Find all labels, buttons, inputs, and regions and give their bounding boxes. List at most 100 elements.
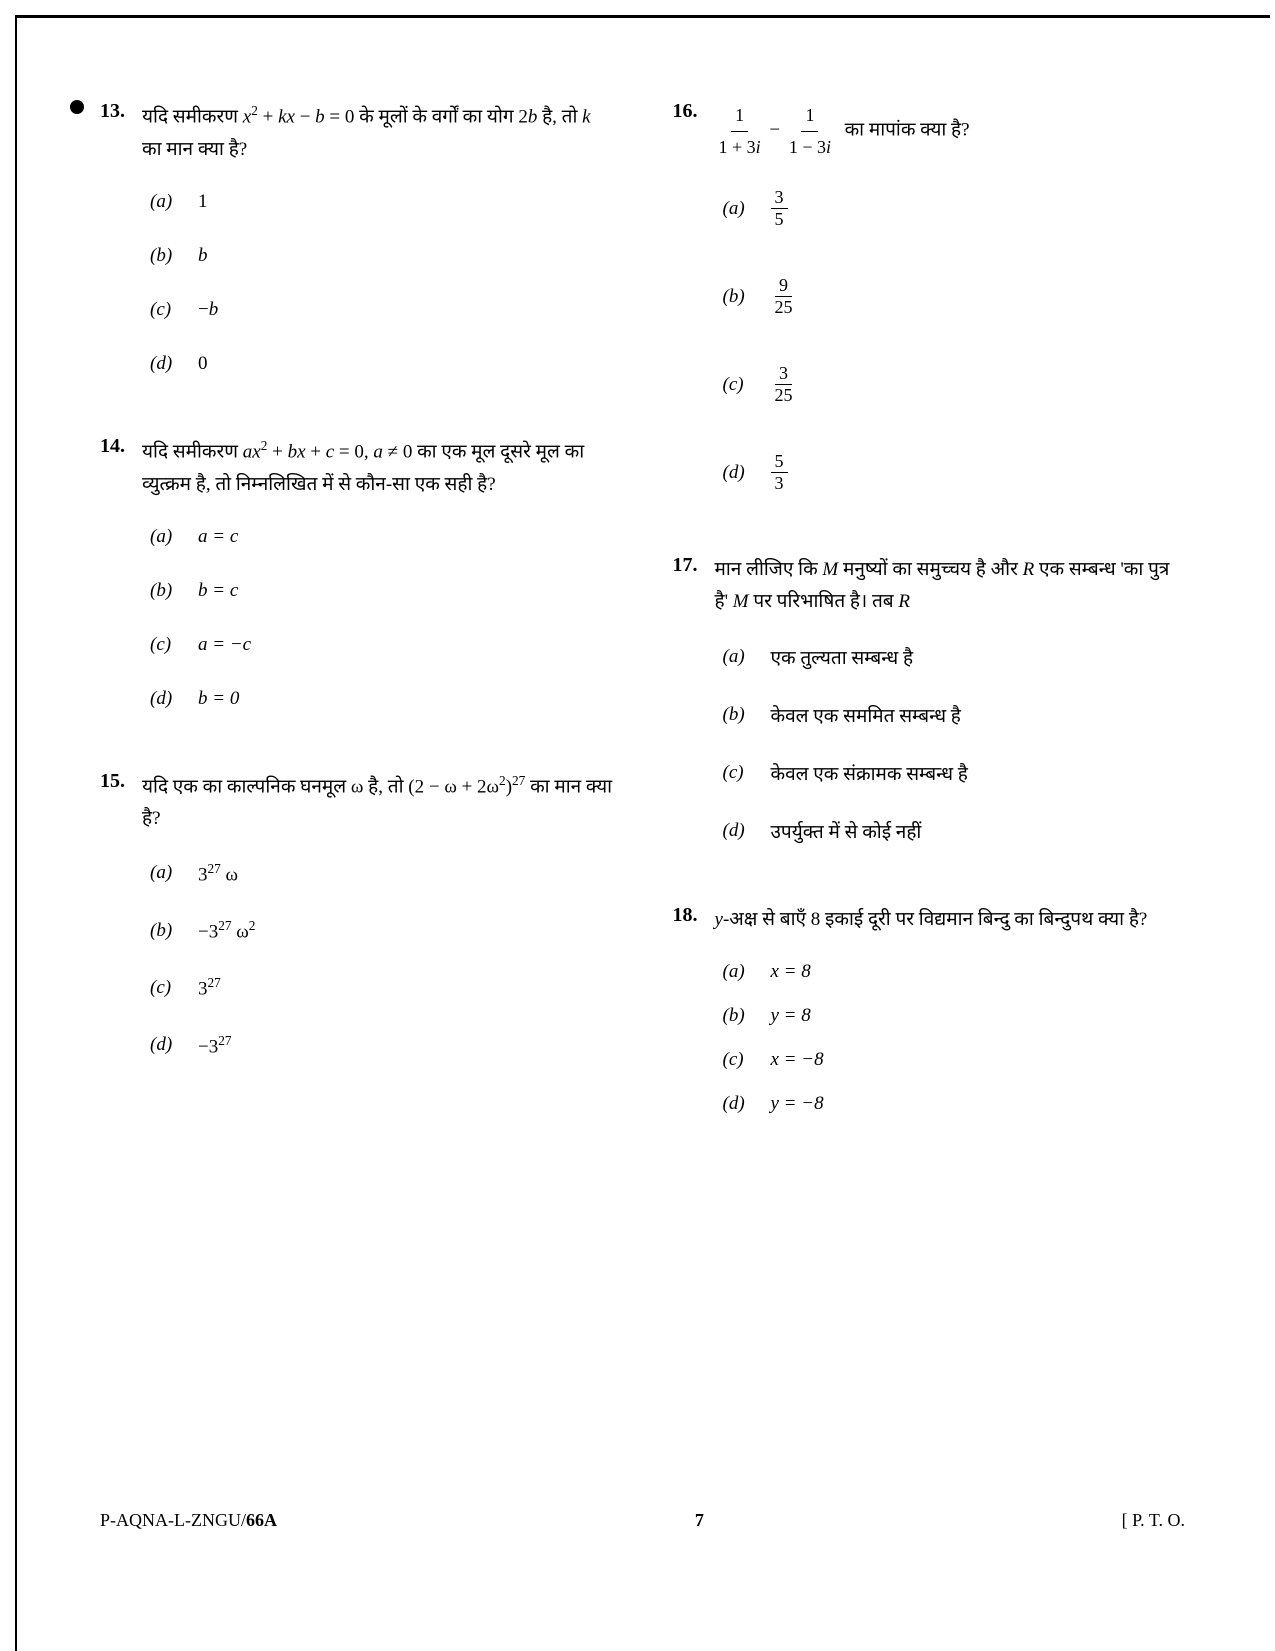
- option-label: (d): [150, 1034, 180, 1056]
- page-footer: P-AQNA-L-ZNGU/66A 7 [ P. T. O.: [100, 1510, 1185, 1531]
- denominator: 5: [771, 209, 788, 230]
- options-list: (a) एक तुल्यता सम्बन्ध है (b)केवल एक सममि…: [673, 644, 1186, 844]
- question-header: 18. y-अक्ष से बाएँ 8 इकाई दूरी पर विद्यम…: [673, 904, 1186, 936]
- numerator: 5: [771, 451, 788, 473]
- option-value: 325: [771, 363, 797, 406]
- question-text: y-अक्ष से बाएँ 8 इकाई दूरी पर विद्यमान ब…: [715, 904, 1148, 936]
- option-value: b = 0: [198, 688, 239, 710]
- option-b: (b)b = c: [150, 580, 613, 602]
- option-value: 35: [771, 187, 788, 230]
- option-c: (c) 325: [723, 363, 1186, 406]
- option-value: उपर्युक्त में से कोई नहीं: [771, 818, 922, 844]
- option-b: (b) b: [150, 245, 613, 267]
- option-value: a = c: [198, 526, 238, 548]
- option-a: (a) a = c: [150, 526, 613, 548]
- page-number: 7: [695, 1510, 704, 1531]
- option-label: (d): [150, 688, 180, 710]
- option-label: (b): [150, 920, 180, 942]
- option-b: (b)y = 8: [723, 1005, 1186, 1027]
- option-c: (c)केवल एक संक्रामक सम्बन्ध है: [723, 760, 1186, 786]
- option-value: 925: [771, 275, 797, 318]
- option-c: (c) a = −c: [150, 634, 613, 656]
- option-label: (b): [150, 245, 180, 267]
- denominator: 1 − 3i: [785, 132, 835, 163]
- options-list: (a) 1 (b) b (c)−b (d) 0: [100, 191, 613, 375]
- question-number: 16.: [673, 100, 703, 123]
- question-text: मान लीजिए कि M मनुष्यों का समुच्चय है और…: [715, 554, 1186, 619]
- option-c: (c)−b: [150, 299, 613, 321]
- bullet-marker: [70, 100, 84, 114]
- text-suffix: का मापांक क्या है?: [845, 119, 970, 140]
- option-label: (a): [150, 862, 180, 884]
- option-value: x = −8: [771, 1049, 824, 1071]
- option-a: (a) 1: [150, 191, 613, 213]
- question-header: 14. यदि समीकरण ax2 + bx + c = 0, a ≠ 0 क…: [100, 435, 613, 501]
- option-label: (c): [150, 634, 180, 656]
- option-b: (b) −327 ω2: [150, 918, 613, 943]
- option-value: 1: [198, 191, 208, 213]
- options-list: (a)35 (b)925 (c)325 (d)53: [673, 187, 1186, 494]
- option-label: (a): [150, 191, 180, 213]
- question-18: 18. y-अक्ष से बाएँ 8 इकाई दूरी पर विद्यम…: [673, 904, 1186, 1115]
- option-a: (a) x = 8: [723, 961, 1186, 983]
- numerator: 3: [771, 187, 788, 209]
- option-value: −327 ω2: [198, 918, 255, 943]
- option-b: (b)925: [723, 275, 1186, 318]
- fraction-2: 11 − 3i: [785, 100, 835, 162]
- option-value: x = 8: [771, 961, 811, 983]
- option-label: (a): [150, 526, 180, 548]
- question-14: 14. यदि समीकरण ax2 + bx + c = 0, a ≠ 0 क…: [100, 435, 613, 710]
- left-column: 13. यदि समीकरण x2 + kx − b = 0 के मूलों …: [100, 100, 613, 1175]
- question-15: 15. यदि एक का काल्पनिक घनमूल ω है, तो (2…: [100, 770, 613, 1058]
- numerator: 1: [801, 100, 818, 132]
- right-column: 16. 11 + 3i − 11 − 3i का मापांक क्या है?…: [673, 100, 1186, 1175]
- question-header: 13. यदि समीकरण x2 + kx − b = 0 के मूलों …: [100, 100, 613, 166]
- fraction-1: 11 + 3i: [715, 100, 765, 162]
- footer-right: [ P. T. O.: [1122, 1510, 1185, 1531]
- question-header: 16. 11 + 3i − 11 − 3i का मापांक क्या है?: [673, 100, 1186, 162]
- denominator: 3: [771, 473, 788, 494]
- option-value: y = 8: [771, 1005, 811, 1027]
- option-b: (b)केवल एक सममित सम्बन्ध है: [723, 702, 1186, 728]
- option-value: 0: [198, 353, 208, 375]
- option-value: b: [198, 245, 208, 267]
- numerator: 1: [731, 100, 748, 132]
- option-d: (d) उपर्युक्त में से कोई नहीं: [723, 818, 1186, 844]
- option-a: (a) एक तुल्यता सम्बन्ध है: [723, 644, 1186, 670]
- denominator: 1 + 3i: [715, 132, 765, 163]
- option-value: b = c: [198, 580, 238, 602]
- option-label: (b): [723, 704, 753, 726]
- option-label: (a): [723, 646, 753, 668]
- question-13: 13. यदि समीकरण x2 + kx − b = 0 के मूलों …: [100, 100, 613, 375]
- option-label: (a): [723, 198, 753, 220]
- option-label: (a): [723, 961, 753, 983]
- options-list: (a)327 ω (b)−327 ω2 (c)327 (d)−327: [100, 861, 613, 1058]
- option-label: (d): [723, 820, 753, 842]
- numerator: 9: [775, 275, 792, 297]
- question-text: 11 + 3i − 11 − 3i का मापांक क्या है?: [715, 100, 970, 162]
- option-value: y = −8: [771, 1093, 824, 1115]
- option-value: एक तुल्यता सम्बन्ध है: [771, 644, 914, 670]
- question-text: यदि समीकरण ax2 + bx + c = 0, a ≠ 0 का एक…: [142, 435, 613, 501]
- option-label: (d): [150, 353, 180, 375]
- option-a: (a) 327 ω: [150, 861, 613, 886]
- minus-sign: −: [769, 119, 780, 140]
- question-16: 16. 11 + 3i − 11 − 3i का मापांक क्या है?…: [673, 100, 1186, 494]
- option-label: (c): [723, 374, 753, 396]
- option-value: a = −c: [198, 634, 251, 656]
- option-d: (d)53: [723, 451, 1186, 494]
- question-header: 17. मान लीजिए कि M मनुष्यों का समुच्चय ह…: [673, 554, 1186, 619]
- option-value: केवल एक संक्रामक सम्बन्ध है: [771, 760, 968, 786]
- option-value: 327 ω: [198, 861, 238, 886]
- option-value: 327: [198, 975, 221, 1000]
- content-area: 13. यदि समीकरण x2 + kx − b = 0 के मूलों …: [100, 100, 1185, 1175]
- denominator: 25: [771, 297, 797, 318]
- question-number: 17.: [673, 554, 703, 577]
- numerator: 3: [775, 363, 792, 385]
- option-label: (d): [723, 1093, 753, 1115]
- option-c: (c)x = −8: [723, 1049, 1186, 1071]
- option-d: (d) 0: [150, 353, 613, 375]
- option-d: (d) y = −8: [723, 1093, 1186, 1115]
- option-value: −327: [198, 1033, 232, 1058]
- question-number: 14.: [100, 435, 130, 458]
